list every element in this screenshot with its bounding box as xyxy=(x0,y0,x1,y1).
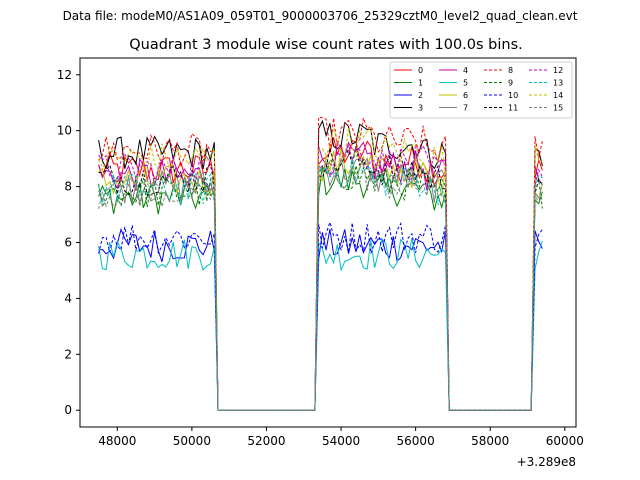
series-line-3 xyxy=(98,119,543,411)
series-line-6 xyxy=(98,148,543,411)
series-line-2 xyxy=(98,227,543,411)
series-line-10 xyxy=(98,220,543,411)
legend-label-1: 1 xyxy=(418,79,423,88)
legend-label-14: 14 xyxy=(553,91,563,100)
plot-lines xyxy=(98,116,543,411)
legend-label-2: 2 xyxy=(418,91,423,100)
legend-label-7: 7 xyxy=(463,104,468,113)
series-line-5 xyxy=(98,237,543,411)
x-offset-label: +3.289e8 xyxy=(517,455,576,469)
legend-label-11: 11 xyxy=(508,104,518,113)
suptitle: Data file: modeM0/AS1A09_059T01_90000037… xyxy=(63,9,578,23)
x-axis: 48000 50000 52000 54000 56000 58000 60000 xyxy=(98,427,584,448)
x-tick-label: 58000 xyxy=(471,434,509,448)
series-line-9 xyxy=(98,158,543,411)
y-tick-label: 0 xyxy=(64,403,72,417)
x-tick-label: 52000 xyxy=(247,434,285,448)
x-tick-label: 60000 xyxy=(546,434,584,448)
y-tick-label: 6 xyxy=(64,236,72,250)
legend-label-0: 0 xyxy=(418,66,423,75)
y-tick-label: 8 xyxy=(64,180,72,194)
legend-label-8: 8 xyxy=(508,66,513,75)
y-tick-label: 10 xyxy=(57,124,72,138)
y-tick-label: 12 xyxy=(57,68,72,82)
legend-label-6: 6 xyxy=(463,91,468,100)
legend-label-15: 15 xyxy=(553,104,563,113)
legend-label-9: 9 xyxy=(508,79,513,88)
legend-box xyxy=(389,61,573,119)
y-axis: 0 2 4 6 8 10 12 xyxy=(57,68,80,417)
series-line-15 xyxy=(98,161,543,411)
legend-label-10: 10 xyxy=(508,91,518,100)
series-line-13 xyxy=(98,156,543,411)
y-tick-label: 4 xyxy=(64,291,72,305)
series-line-1 xyxy=(98,166,543,411)
legend-label-13: 13 xyxy=(553,79,563,88)
x-tick-label: 48000 xyxy=(98,434,136,448)
x-tick-label: 50000 xyxy=(173,434,211,448)
legend-label-12: 12 xyxy=(553,66,563,75)
chart-title: Quadrant 3 module wise count rates with … xyxy=(129,37,523,53)
y-tick-label: 2 xyxy=(64,347,72,361)
legend-label-3: 3 xyxy=(418,104,423,113)
x-tick-label: 54000 xyxy=(322,434,360,448)
x-tick-label: 56000 xyxy=(397,434,435,448)
legend-label-4: 4 xyxy=(463,66,468,75)
legend-label-5: 5 xyxy=(463,79,468,88)
series-line-11 xyxy=(98,146,543,411)
